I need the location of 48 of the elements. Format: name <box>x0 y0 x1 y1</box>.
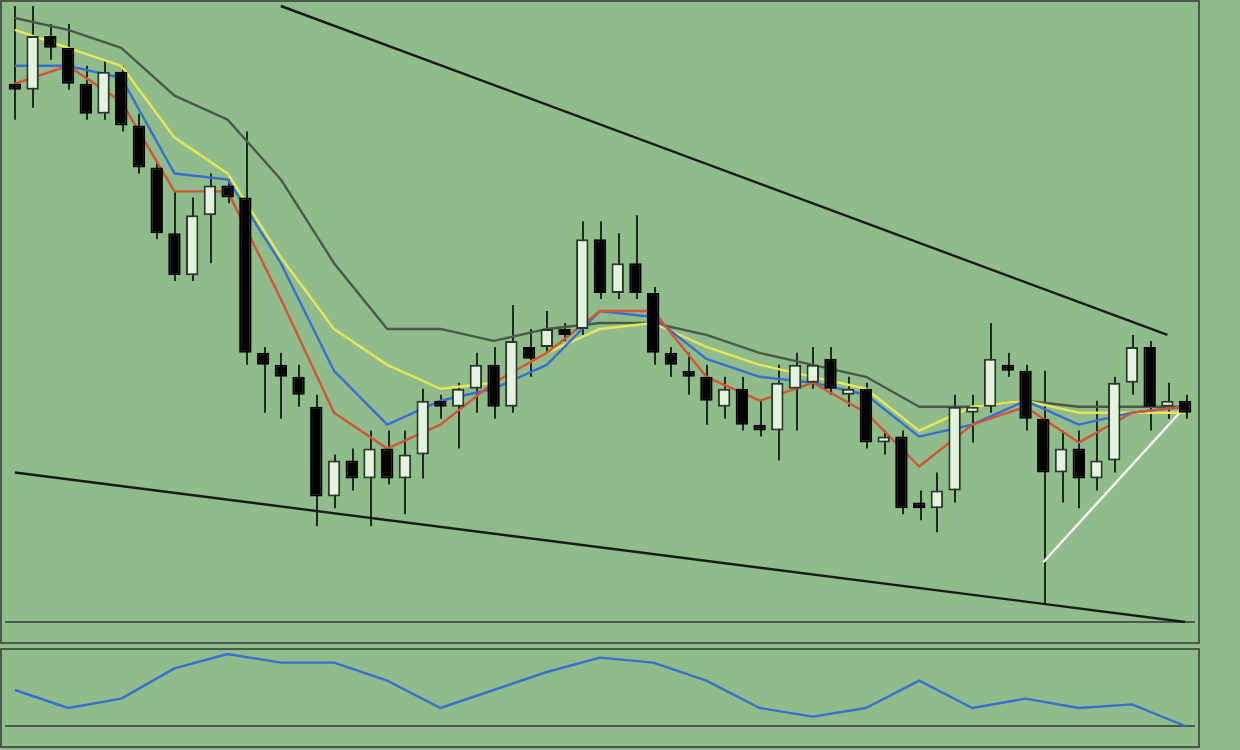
candlestick <box>1090 399 1103 492</box>
candlestick <box>912 489 926 522</box>
candlestick <box>522 327 536 378</box>
candlestick <box>664 345 678 378</box>
candlestick <box>61 22 75 91</box>
candlestick <box>1125 333 1139 396</box>
candlestick <box>292 363 305 408</box>
candlestick <box>132 112 146 175</box>
candlestick <box>203 172 217 265</box>
candlestick <box>540 310 554 354</box>
candlestick <box>966 393 979 444</box>
candlestick <box>434 393 447 420</box>
candlestick <box>842 375 855 408</box>
candlestick <box>983 321 997 414</box>
candlestick <box>1019 363 1032 432</box>
candlestick <box>700 363 713 426</box>
candlestick <box>8 5 22 121</box>
candlestick <box>97 58 110 121</box>
candlestick <box>398 429 412 516</box>
candlestick <box>256 345 270 414</box>
candlestick <box>363 429 376 528</box>
candlestick <box>79 64 92 121</box>
candlestick <box>788 351 802 432</box>
candlestick <box>735 375 749 432</box>
candlestick <box>274 351 288 420</box>
candlestick <box>717 375 731 420</box>
candlestick <box>168 190 181 283</box>
candlestick <box>824 345 837 396</box>
candlestick <box>327 453 341 510</box>
candlestick <box>629 214 642 301</box>
candlestick <box>682 351 695 396</box>
candlestick <box>753 399 766 438</box>
candlestick <box>1054 429 1068 504</box>
candlestick <box>611 232 624 301</box>
candlestick <box>1001 351 1015 378</box>
candlestick <box>487 345 500 420</box>
candlestick <box>1072 429 1085 510</box>
candlestick <box>771 363 784 462</box>
candlestick <box>381 429 394 486</box>
candlestick <box>1178 393 1192 420</box>
candlestick <box>930 471 944 534</box>
candlestick <box>806 345 819 390</box>
candlestick <box>877 429 890 456</box>
candlestick <box>221 178 234 205</box>
candlestick <box>469 351 483 414</box>
candlestick <box>451 381 465 450</box>
candlestick <box>44 22 57 61</box>
candlestick <box>1161 381 1174 420</box>
